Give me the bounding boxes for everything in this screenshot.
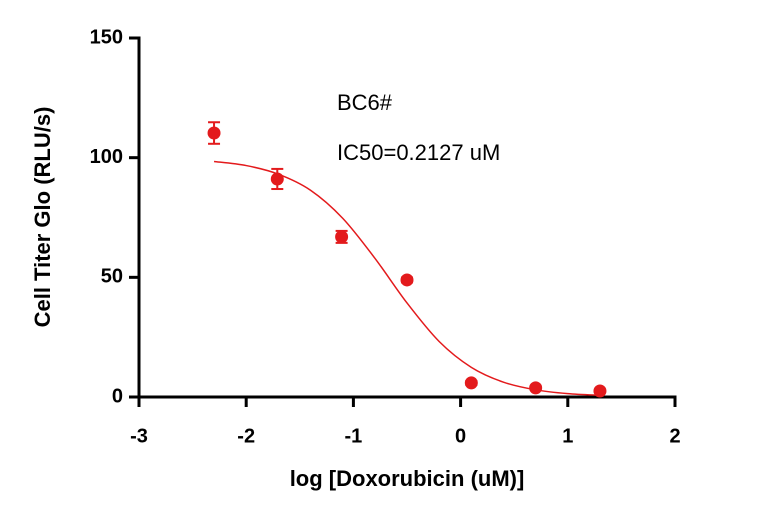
y-tick-label: 100 (90, 146, 123, 168)
point (207, 126, 221, 140)
x-tick-label: 0 (455, 425, 466, 447)
y-tick-label: 0 (112, 385, 123, 407)
x-axis-label: log [Doxorubicin (uM)] (290, 466, 525, 491)
x-tick-label: 1 (562, 425, 573, 447)
annotation: IC50=0.2127 uM (337, 140, 500, 165)
point (335, 230, 349, 244)
point (270, 172, 284, 186)
y-tick-label: 150 (90, 26, 123, 48)
y-tick-label: 50 (101, 266, 123, 288)
x-tick-label: -3 (130, 425, 148, 447)
y-axis-label: Cell Titer Glo (RLU/s) (30, 107, 55, 328)
point (464, 376, 478, 390)
annotation: BC6# (337, 90, 393, 115)
x-tick-label: -1 (345, 425, 363, 447)
point (529, 381, 543, 395)
point (400, 273, 414, 287)
point (593, 384, 607, 398)
x-tick-label: -2 (237, 425, 255, 447)
x-tick-label: 2 (669, 425, 680, 447)
